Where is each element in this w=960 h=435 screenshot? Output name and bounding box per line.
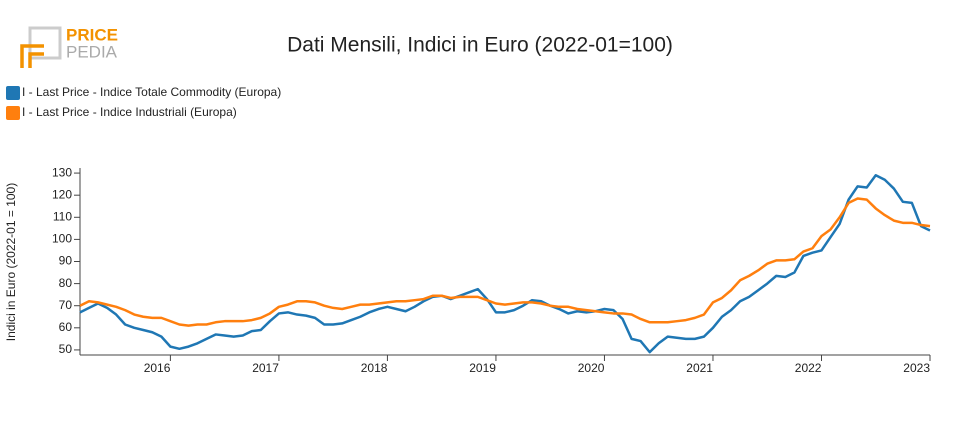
y-tick-label: 50 bbox=[59, 342, 73, 356]
logo: PRICE PEDIA bbox=[20, 25, 118, 68]
logo-mark bbox=[20, 44, 44, 68]
x-tick-label: 2018 bbox=[361, 361, 388, 375]
legend-swatch bbox=[6, 106, 20, 120]
line-series bbox=[79, 174, 931, 354]
x-tick-label: 2016 bbox=[144, 361, 171, 375]
y-tick-label: 80 bbox=[59, 276, 73, 290]
y-tick-label: 70 bbox=[59, 298, 73, 312]
x-tick-label: 2022 bbox=[795, 361, 822, 375]
y-tick-label: 120 bbox=[52, 187, 72, 201]
logo-text: PRICE bbox=[66, 25, 118, 44]
x-tick-label: 2017 bbox=[252, 361, 279, 375]
x-tick-label: 2020 bbox=[578, 361, 605, 375]
legend-swatch bbox=[6, 86, 20, 100]
x-tick-label: 2019 bbox=[469, 361, 496, 375]
y-tick-label: 100 bbox=[52, 232, 72, 246]
x-tick-label: 2021 bbox=[686, 361, 713, 375]
y-tick-label: 60 bbox=[59, 320, 73, 334]
logo-text: PEDIA bbox=[66, 42, 118, 61]
chart-title: Dati Mensili, Indici in Euro (2022-01=10… bbox=[287, 34, 673, 57]
y-axis-label: Indici in Euro (2022-01 = 100) bbox=[4, 183, 18, 341]
x-tick-label: 2023 bbox=[903, 361, 930, 375]
line-series bbox=[79, 197, 931, 327]
logo-mark bbox=[28, 26, 62, 60]
legend-label: I - Last Price - Indice Industriali (Eur… bbox=[22, 105, 237, 119]
y-tick-label: 130 bbox=[52, 165, 72, 179]
y-tick-label: 90 bbox=[59, 254, 73, 268]
y-tick-label: 110 bbox=[53, 209, 72, 223]
legend-label: I - Last Price - Indice Totale Commodity… bbox=[22, 85, 281, 99]
